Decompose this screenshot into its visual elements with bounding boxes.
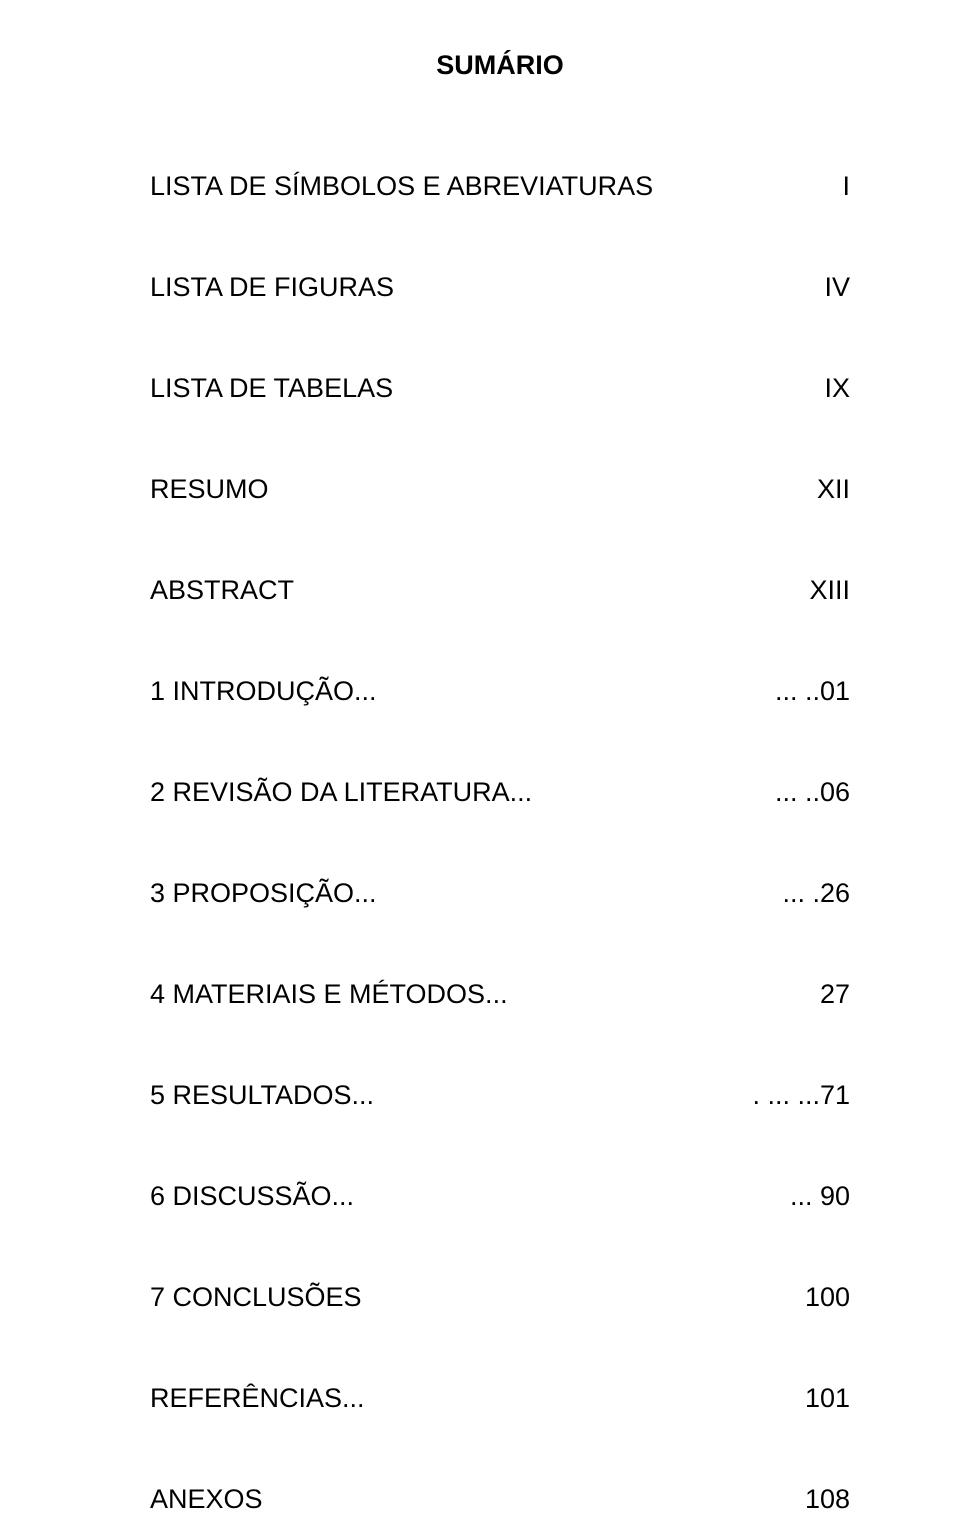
toc-label: 5 RESULTADOS... <box>150 1080 374 1111</box>
toc-entry: REFERÊNCIAS... 101 <box>150 1383 850 1414</box>
toc-page: 101 <box>805 1383 850 1414</box>
toc-label: LISTA DE SÍMBOLOS E ABREVIATURAS <box>150 171 653 202</box>
toc-page: I <box>842 171 850 202</box>
toc-page: 100 <box>805 1282 850 1313</box>
toc-label: 4 MATERIAIS E MÉTODOS... <box>150 979 508 1010</box>
toc-label: 2 REVISÃO DA LITERATURA... <box>150 777 532 808</box>
toc-entry: LISTA DE TABELAS IX <box>150 373 850 404</box>
toc-entry: 4 MATERIAIS E MÉTODOS... 27 <box>150 979 850 1010</box>
toc-label: LISTA DE TABELAS <box>150 373 393 404</box>
toc-page: ... .26 <box>782 878 850 909</box>
toc-label: REFERÊNCIAS... <box>150 1383 365 1414</box>
toc-page: 27 <box>820 979 850 1010</box>
toc-entry: RESUMO XII <box>150 474 850 505</box>
toc-label: 3 PROPOSIÇÃO... <box>150 878 377 909</box>
toc-entry: LISTA DE SÍMBOLOS E ABREVIATURAS I <box>150 171 850 202</box>
toc-label: ABSTRACT <box>150 575 294 606</box>
toc-page: 108 <box>805 1484 850 1515</box>
toc-entry: 7 CONCLUSÕES 100 <box>150 1282 850 1313</box>
page-title: SUMÁRIO <box>150 50 850 81</box>
toc-entry: ABSTRACT XIII <box>150 575 850 606</box>
toc-entry: 2 REVISÃO DA LITERATURA... ... ..06 <box>150 777 850 808</box>
toc-page: . ... ...71 <box>752 1080 850 1111</box>
toc-entry: 5 RESULTADOS... . ... ...71 <box>150 1080 850 1111</box>
toc-label: ANEXOS <box>150 1484 263 1515</box>
toc-page: ... ..01 <box>775 676 850 707</box>
toc-label: 6 DISCUSSÃO... <box>150 1181 354 1212</box>
toc-page: XIII <box>809 575 850 606</box>
toc-label: RESUMO <box>150 474 269 505</box>
toc-entry: 1 INTRODUÇÃO... ... ..01 <box>150 676 850 707</box>
toc-page: ... 90 <box>790 1181 850 1212</box>
toc-entry: 3 PROPOSIÇÃO... ... .26 <box>150 878 850 909</box>
toc-entry: LISTA DE FIGURAS IV <box>150 272 850 303</box>
toc-label: LISTA DE FIGURAS <box>150 272 394 303</box>
toc-page: IX <box>824 373 850 404</box>
toc-page: ... ..06 <box>775 777 850 808</box>
toc-entry: 6 DISCUSSÃO... ... 90 <box>150 1181 850 1212</box>
toc-label: 7 CONCLUSÕES <box>150 1282 362 1313</box>
toc-entry: ANEXOS 108 <box>150 1484 850 1515</box>
toc-label: 1 INTRODUÇÃO... <box>150 676 377 707</box>
toc-page: XII <box>817 474 850 505</box>
toc-page: IV <box>824 272 850 303</box>
